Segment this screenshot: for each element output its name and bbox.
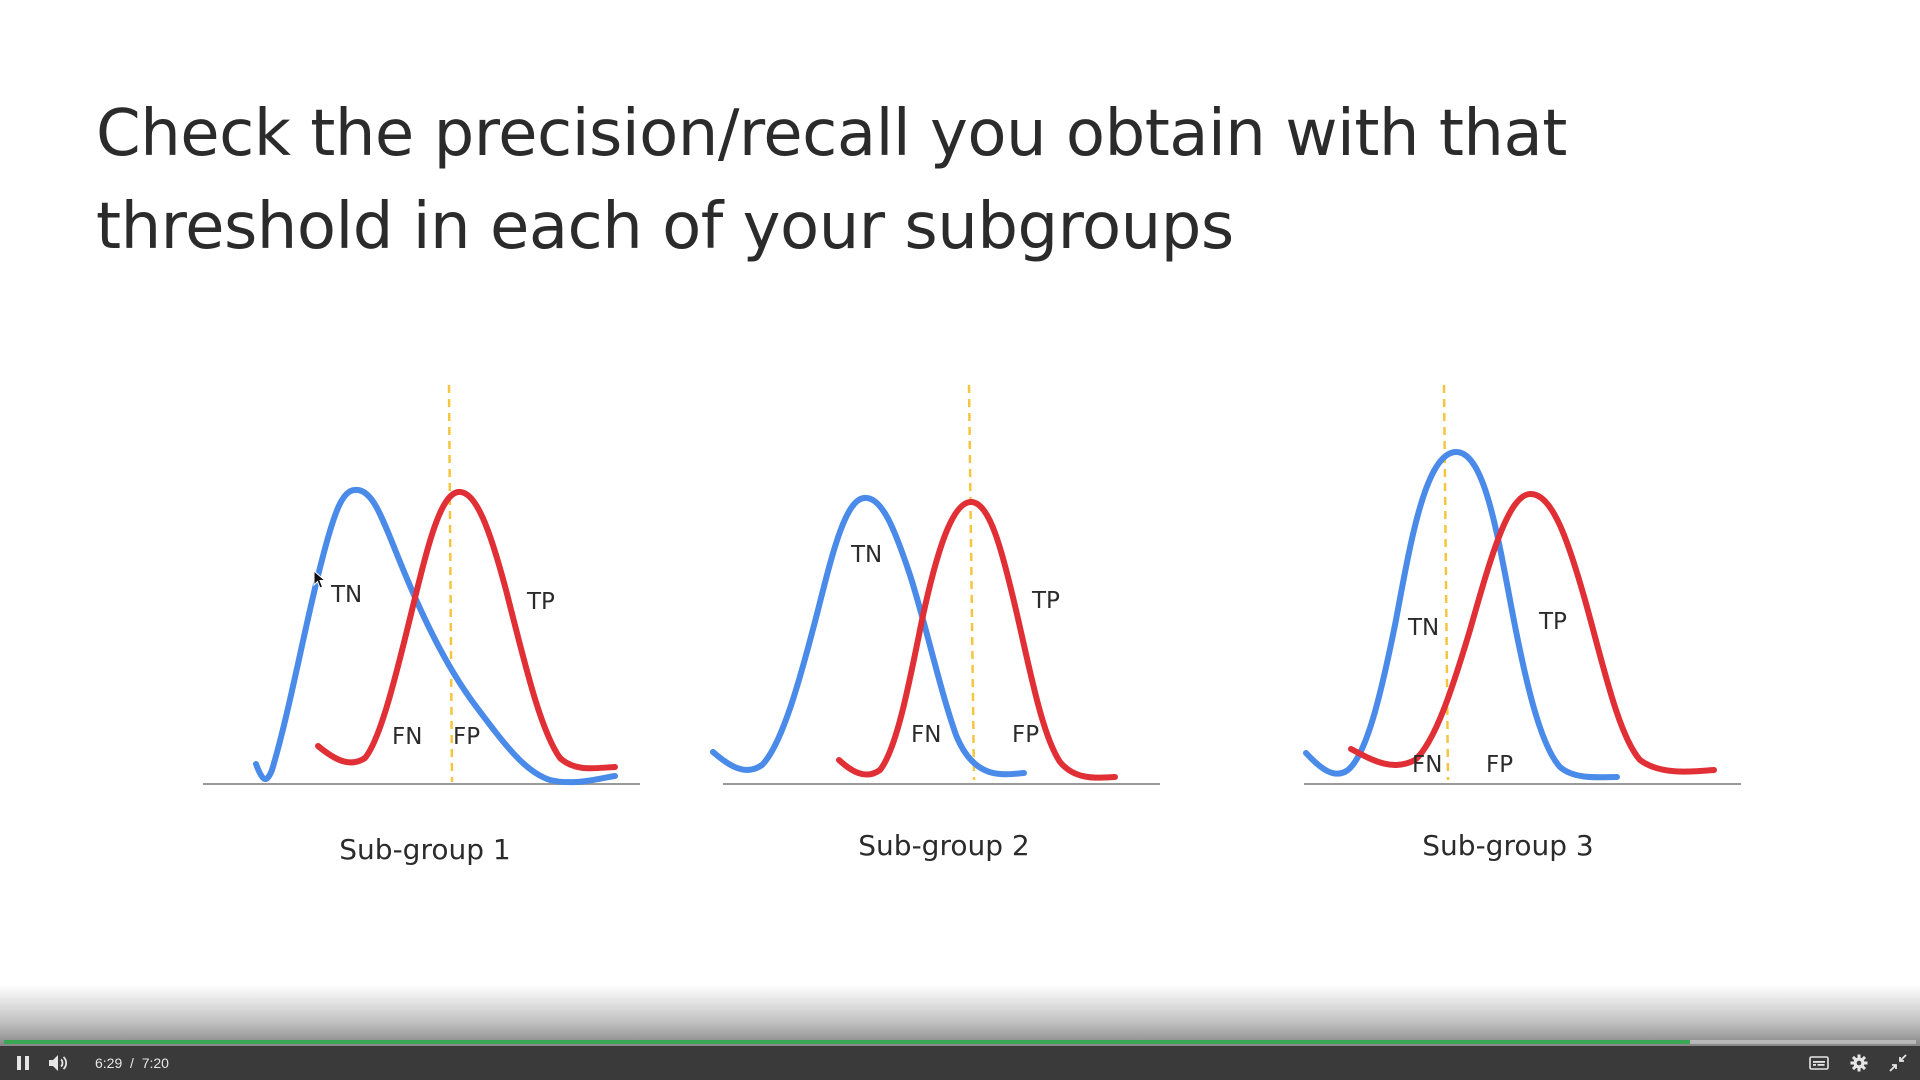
volume-icon: [49, 1055, 68, 1071]
subgroup-1-tp-label: TP: [526, 589, 555, 615]
subgroup-1-positive-curve: [315, 489, 618, 772]
captions-icon: [1809, 1056, 1829, 1070]
subgroup-1-caption: Sub-group 1: [339, 833, 510, 866]
subgroup-2-diagram: TN FN FP TP Sub-group 2: [710, 384, 1160, 862]
settings-gear-icon: [1850, 1054, 1868, 1072]
player-controls: 6:29 / 7:20: [0, 1046, 1920, 1080]
subgroup-1-threshold-line: [447, 384, 454, 783]
subgroup-3-tp-label: TP: [1538, 609, 1567, 635]
subgroup-1-tn-label: TN: [330, 582, 362, 608]
time-separator: /: [130, 1055, 134, 1071]
subgroup-3-threshold-line: [1442, 384, 1450, 781]
subgroup-2-positive-curve: [836, 499, 1118, 781]
pause-icon: [17, 1056, 29, 1070]
subgroup-2-fn-label: FN: [911, 722, 941, 748]
subgroup-2-caption: Sub-group 2: [858, 829, 1029, 862]
subgroup-1-diagram: TN FN FP TP Sub-group 1: [203, 384, 640, 866]
progress-bar[interactable]: [4, 1040, 1916, 1044]
settings-button[interactable]: [1848, 1052, 1870, 1074]
subgroup-2-tp-label: TP: [1031, 588, 1060, 614]
subgroup-3-caption: Sub-group 3: [1422, 829, 1593, 862]
volume-button[interactable]: [48, 1052, 70, 1074]
time-display: 6:29 / 7:20: [95, 1055, 169, 1071]
captions-button[interactable]: [1808, 1052, 1830, 1074]
subgroup-2-tn-label: TN: [850, 542, 882, 568]
slide-title: Check the precision/recall you obtain wi…: [96, 97, 1567, 264]
subgroup-3-negative-curve: [1303, 449, 1620, 781]
duration: 7:20: [141, 1055, 169, 1071]
subgroup-2-threshold-line: [967, 384, 976, 781]
current-time: 6:29: [95, 1055, 123, 1071]
subgroup-3-positive-curve: [1348, 490, 1717, 775]
subgroup-1-fn-label: FN: [392, 724, 422, 750]
subgroup-3-diagram: TN FN FP TP Sub-group 3: [1303, 384, 1741, 862]
mouse-cursor-icon: [313, 570, 327, 589]
subgroup-2-negative-curve: [710, 495, 1027, 778]
subgroup-2-fp-label: FP: [1012, 722, 1039, 748]
progress-bar-played: [4, 1040, 1691, 1044]
subgroup-1-fp-label: FP: [453, 724, 480, 750]
pause-button[interactable]: [12, 1052, 34, 1074]
subgroup-3-fn-label: FN: [1412, 752, 1442, 778]
subgroup-3-tn-label: TN: [1407, 615, 1439, 641]
subgroup-3-fp-label: FP: [1486, 752, 1513, 778]
exit-fullscreen-button[interactable]: [1887, 1052, 1909, 1074]
exit-fullscreen-icon: [1889, 1054, 1907, 1072]
subgroup-1-negative-curve: [253, 486, 618, 786]
